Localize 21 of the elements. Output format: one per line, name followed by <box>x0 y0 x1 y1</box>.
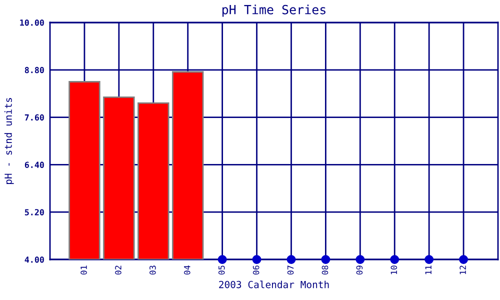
chart-title: pH Time Series <box>222 4 326 17</box>
x-axis-title: 2003 Calendar Month <box>219 280 329 288</box>
y-tick-label: 4.00 <box>24 256 44 263</box>
x-tick-label: 07 <box>287 266 294 275</box>
x-tick-label: 03 <box>150 266 156 275</box>
y-tick-label: 10.00 <box>20 19 44 26</box>
x-tick-label: 04 <box>184 265 190 275</box>
y-tick-label: 7.60 <box>24 114 44 121</box>
x-tick-label: 11 <box>425 266 432 274</box>
x-tick-label: 09 <box>356 266 363 275</box>
x-tick-label: 12 <box>460 266 466 274</box>
x-tick-label: 10 <box>390 266 398 274</box>
y-axis-title: pH - stnd units <box>4 98 14 184</box>
x-tick-label: 08 <box>322 266 328 275</box>
y-tick-label: 5.20 <box>24 209 44 216</box>
y-tick-label: 8.80 <box>24 66 44 74</box>
y-tick-label: 6.40 <box>24 162 44 168</box>
x-tick-label: 06 <box>252 266 260 275</box>
x-tick-label: 05 <box>218 266 225 275</box>
x-tick-label: 01 <box>80 266 87 275</box>
x-tick-label: 02 <box>115 266 122 275</box>
